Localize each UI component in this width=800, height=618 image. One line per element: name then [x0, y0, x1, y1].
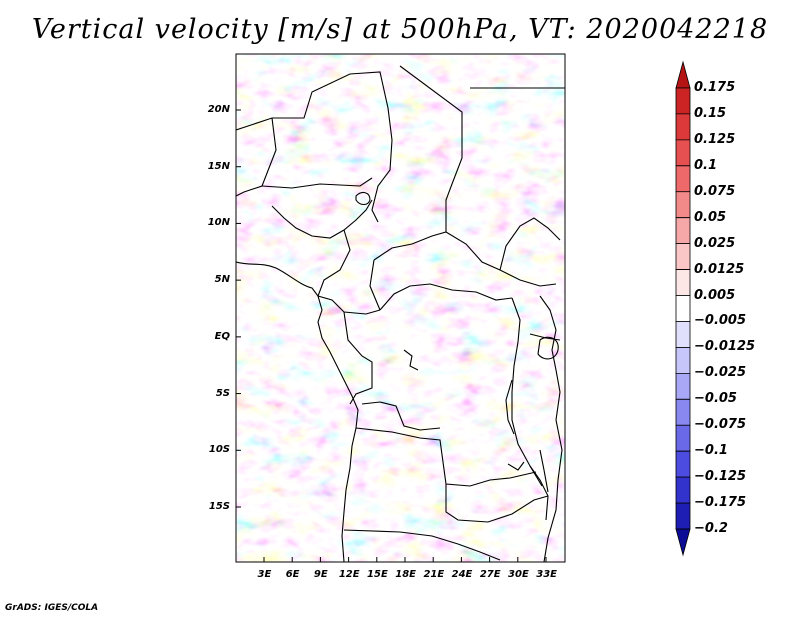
colorbar-swatch — [675, 113, 691, 141]
colorbar-swatch — [675, 528, 691, 557]
lon-tick-label: 3E — [257, 569, 272, 580]
border-mozambique — [529, 465, 549, 521]
colorbar — [675, 60, 691, 557]
lat-tick-label: 20N — [207, 104, 230, 115]
colorbar-label: −0.175 — [694, 495, 747, 511]
lon-tick-label: 33E — [536, 569, 557, 580]
lon-tick-label: 18E — [395, 569, 416, 580]
border-zambia — [445, 484, 549, 523]
colorbar-label: 0.175 — [694, 79, 736, 95]
colorbar-swatch — [675, 424, 691, 452]
border-nigeria — [271, 199, 373, 239]
border-cameroon — [317, 229, 381, 315]
lake-malawi — [539, 449, 549, 493]
lon-tick-label: 9E — [313, 569, 328, 580]
border-north-1 — [236, 71, 393, 223]
colorbar-swatch — [675, 139, 691, 167]
colorbar-label: 0.005 — [694, 287, 736, 303]
colorbar-label: −0.125 — [694, 469, 747, 485]
colorbar-swatch — [675, 87, 691, 115]
colorbar-swatch — [675, 295, 691, 322]
lon-tick-label: 30E — [508, 569, 529, 580]
lake-victoria — [537, 336, 559, 360]
colorbar-label: 0.05 — [694, 209, 727, 225]
colorbar-swatch — [675, 450, 691, 478]
credit-label: GrADS: IGES/COLA — [5, 603, 99, 613]
colorbar-label: −0.075 — [694, 417, 747, 433]
colorbar-label: −0.025 — [694, 365, 747, 381]
lat-tick-label: EQ — [214, 330, 230, 342]
colorbar-label: 0.075 — [694, 183, 736, 199]
border-congo — [343, 311, 373, 405]
colorbar-label: 0.125 — [694, 131, 736, 147]
colorbar-label: 0.1 — [694, 157, 718, 173]
colorbar-swatch — [675, 191, 691, 219]
lake-chad — [355, 191, 371, 206]
lat-tick-label: 10S — [208, 444, 230, 456]
lat-tick-label: 5N — [214, 274, 230, 286]
colorbar-swatch — [675, 165, 691, 193]
colorbar-label: 0.0125 — [694, 261, 745, 277]
border-north-2 — [399, 65, 463, 232]
colorbar-label: −0.1 — [694, 443, 728, 459]
colorbar-swatch — [675, 60, 691, 89]
colorbar-label: −0.0125 — [694, 339, 756, 355]
colorbar-swatch — [675, 269, 691, 296]
lon-tick-label: 12E — [338, 569, 360, 580]
colorbar-label: −0.05 — [694, 391, 737, 407]
border-drc-west — [361, 401, 441, 431]
map-frame — [235, 53, 566, 563]
colorbar-label: −0.2 — [694, 521, 728, 537]
lake-tanganyika — [505, 379, 515, 435]
border-south — [343, 529, 501, 561]
country-borders — [236, 65, 565, 562]
lat-tick-label: 15S — [208, 501, 230, 512]
lat-tick-label: 5S — [215, 387, 230, 399]
border-cameroon-car — [369, 259, 381, 311]
colorbar-swatch — [675, 347, 691, 374]
colorbar-swatch — [675, 372, 691, 400]
lon-tick-label: 24E — [451, 569, 473, 580]
chart-title: Vertical velocity [m/s] at 500hPa, VT: 2… — [31, 14, 769, 45]
border-car-south — [379, 283, 513, 311]
colorbar-swatch — [675, 476, 691, 504]
axis-ticks — [236, 109, 547, 562]
border-car — [373, 231, 557, 287]
lake-mweru — [507, 461, 525, 471]
colorbar-label: 0.025 — [694, 235, 736, 251]
river-congo — [403, 349, 419, 371]
colorbar-swatch — [675, 217, 691, 245]
border-sudan-south — [499, 217, 561, 271]
colorbar-swatch — [675, 321, 691, 348]
colorbar-label: 0.15 — [694, 105, 727, 121]
border-drc-east — [511, 297, 543, 487]
colorbar-swatch — [675, 502, 691, 530]
border-sahel — [261, 177, 373, 189]
lon-tick-label: 15E — [367, 569, 388, 580]
velocity-field — [236, 54, 565, 562]
colorbar-label: −0.005 — [694, 313, 747, 329]
lon-tick-label: 6E — [285, 569, 300, 580]
lat-tick-label: 15N — [207, 160, 230, 172]
border-east-coast — [539, 295, 563, 562]
colorbar-swatch — [675, 243, 691, 270]
colorbar-swatch — [675, 398, 691, 426]
lat-tick-label: 10N — [207, 217, 230, 229]
lon-tick-label: 27E — [479, 569, 501, 580]
lon-tick-label: 21E — [423, 569, 445, 580]
